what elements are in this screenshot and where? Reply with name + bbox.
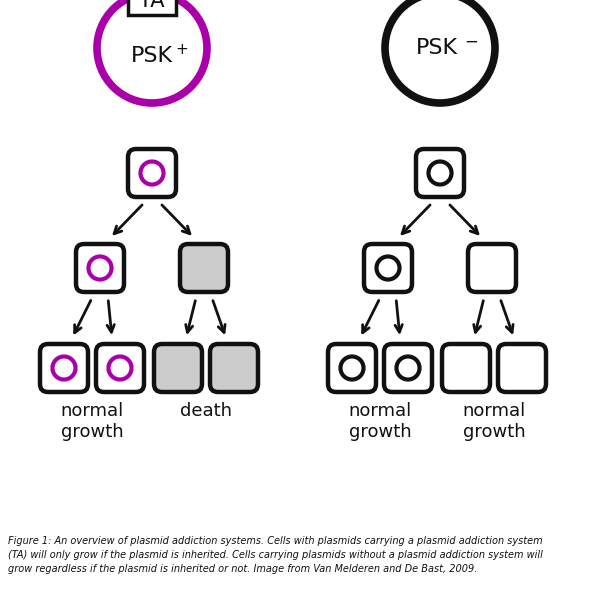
Text: grow regardless if the plasmid is inherited or not. Image from Van Melderen and : grow regardless if the plasmid is inheri… xyxy=(8,564,478,574)
Text: normal
growth: normal growth xyxy=(463,402,526,441)
FancyBboxPatch shape xyxy=(154,344,202,392)
Text: −: − xyxy=(464,33,478,51)
FancyBboxPatch shape xyxy=(128,0,176,15)
FancyBboxPatch shape xyxy=(468,244,516,292)
FancyBboxPatch shape xyxy=(498,344,546,392)
Text: Figure 1: An overview of plasmid addiction systems. Cells with plasmids carrying: Figure 1: An overview of plasmid addicti… xyxy=(8,536,542,546)
Text: PSK: PSK xyxy=(416,38,458,58)
FancyBboxPatch shape xyxy=(328,344,376,392)
FancyBboxPatch shape xyxy=(76,244,124,292)
Text: TA: TA xyxy=(139,0,165,11)
FancyBboxPatch shape xyxy=(384,344,432,392)
FancyBboxPatch shape xyxy=(364,244,412,292)
FancyBboxPatch shape xyxy=(128,149,176,197)
Text: +: + xyxy=(175,43,188,58)
FancyBboxPatch shape xyxy=(442,344,490,392)
Text: normal
growth: normal growth xyxy=(349,402,412,441)
Text: PSK: PSK xyxy=(131,46,173,66)
Text: (TA) will only grow if the plasmid is inherited. Cells carrying plasmids without: (TA) will only grow if the plasmid is in… xyxy=(8,550,543,560)
FancyBboxPatch shape xyxy=(210,344,258,392)
FancyBboxPatch shape xyxy=(40,344,88,392)
Circle shape xyxy=(385,0,495,103)
FancyBboxPatch shape xyxy=(416,149,464,197)
FancyBboxPatch shape xyxy=(96,344,144,392)
Text: death: death xyxy=(180,402,232,420)
Text: normal
growth: normal growth xyxy=(61,402,124,441)
FancyBboxPatch shape xyxy=(180,244,228,292)
Circle shape xyxy=(97,0,207,103)
